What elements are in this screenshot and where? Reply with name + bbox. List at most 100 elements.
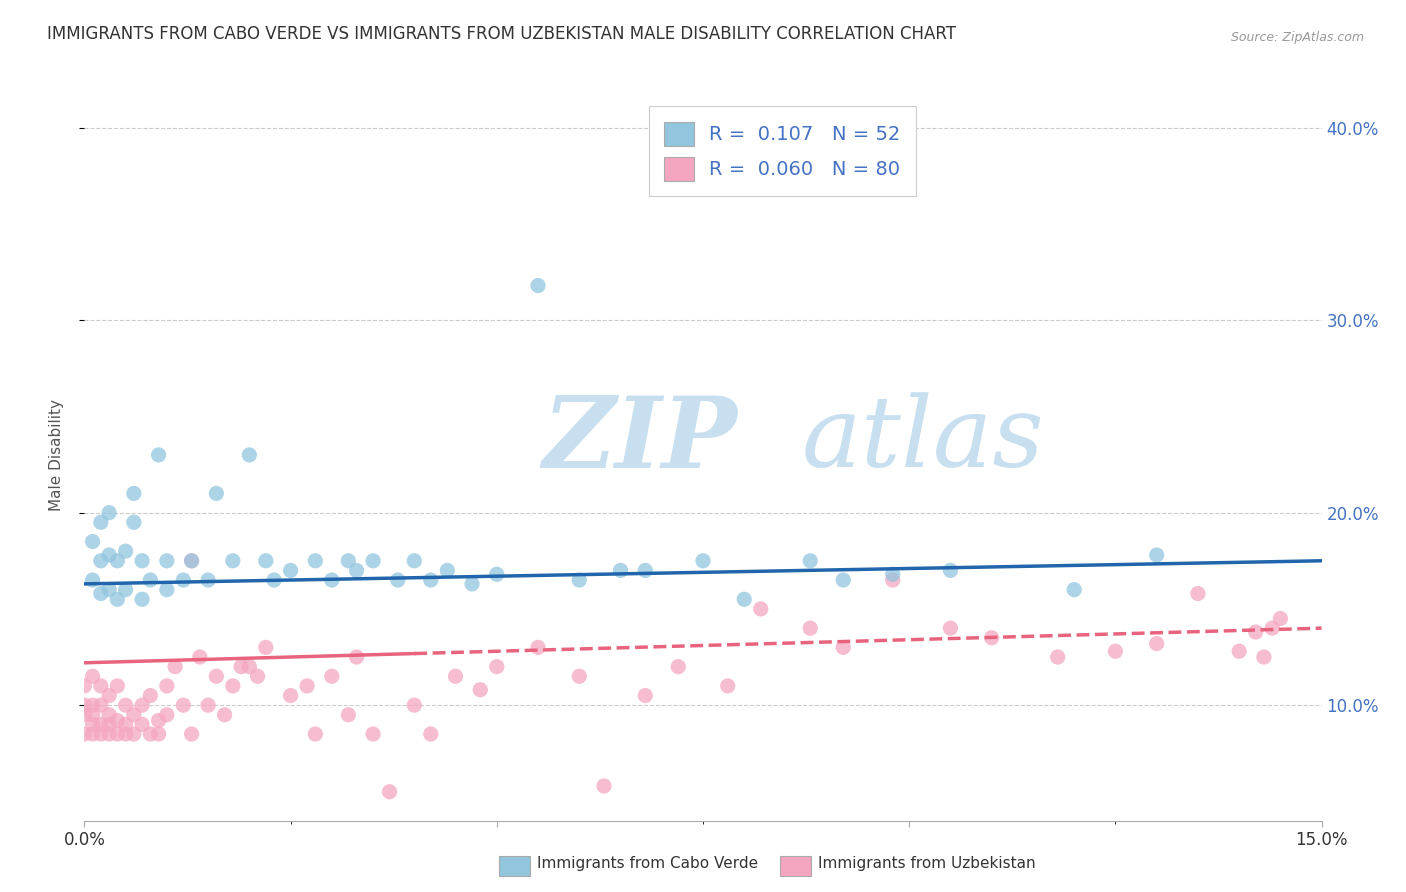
Point	[485, 567, 508, 582]
Point	[799, 621, 821, 635]
Point	[387, 573, 409, 587]
Point	[139, 727, 162, 741]
Point	[131, 592, 153, 607]
Point	[939, 563, 962, 577]
Point	[205, 669, 228, 683]
Point	[172, 573, 194, 587]
Point	[114, 727, 136, 741]
Text: atlas: atlas	[801, 392, 1045, 488]
Point	[90, 516, 112, 530]
Legend: R =  0.107   N = 52, R =  0.060   N = 80: R = 0.107 N = 52, R = 0.060 N = 80	[648, 106, 915, 196]
Point	[1244, 625, 1267, 640]
Point	[361, 727, 384, 741]
Point	[105, 679, 128, 693]
Point	[404, 554, 426, 568]
Point	[105, 554, 128, 568]
Point	[378, 785, 401, 799]
Point	[156, 679, 179, 693]
Point	[180, 554, 202, 568]
Point	[832, 640, 855, 655]
Point	[73, 707, 96, 722]
Point	[485, 659, 508, 673]
Point	[82, 717, 104, 731]
Point	[156, 554, 179, 568]
Point	[156, 582, 179, 597]
Point	[436, 563, 458, 577]
Point	[1146, 548, 1168, 562]
Point	[172, 698, 194, 713]
Point	[1063, 582, 1085, 597]
Point	[419, 727, 441, 741]
Point	[980, 631, 1002, 645]
Point	[82, 727, 104, 741]
Point	[1270, 611, 1292, 625]
Point	[568, 669, 591, 683]
Point	[939, 621, 962, 635]
Point	[148, 448, 170, 462]
Point	[254, 554, 277, 568]
Point	[114, 698, 136, 713]
Point	[90, 554, 112, 568]
Point	[139, 689, 162, 703]
Text: Immigrants from Uzbekistan: Immigrants from Uzbekistan	[818, 856, 1036, 871]
Point	[692, 554, 714, 568]
Point	[188, 650, 211, 665]
Point	[82, 573, 104, 587]
Point	[470, 682, 492, 697]
Y-axis label: Male Disability: Male Disability	[49, 399, 63, 511]
Point	[733, 592, 755, 607]
Point	[122, 707, 145, 722]
Point	[882, 567, 904, 582]
Point	[749, 602, 772, 616]
Point	[165, 659, 187, 673]
Point	[98, 727, 121, 741]
Point	[82, 534, 104, 549]
Point	[105, 714, 128, 728]
Point	[114, 544, 136, 558]
Text: ZIP: ZIP	[543, 392, 737, 489]
Point	[90, 717, 112, 731]
Point	[156, 707, 179, 722]
Point	[98, 689, 121, 703]
Point	[98, 548, 121, 562]
Point	[114, 582, 136, 597]
Point	[1187, 586, 1209, 600]
Point	[222, 679, 245, 693]
Point	[205, 486, 228, 500]
Point	[246, 669, 269, 683]
Point	[568, 573, 591, 587]
Point	[148, 727, 170, 741]
Point	[131, 554, 153, 568]
Point	[346, 563, 368, 577]
Point	[73, 679, 96, 693]
Point	[90, 727, 112, 741]
Point	[98, 506, 121, 520]
Point	[122, 486, 145, 500]
Point	[1253, 650, 1275, 665]
Point	[73, 727, 96, 741]
Point	[444, 669, 467, 683]
Point	[280, 563, 302, 577]
Point	[634, 689, 657, 703]
Point	[131, 717, 153, 731]
Point	[82, 707, 104, 722]
Point	[634, 563, 657, 577]
Point	[280, 689, 302, 703]
Point	[461, 577, 484, 591]
Point	[180, 727, 202, 741]
Point	[73, 698, 96, 713]
Point	[527, 640, 550, 655]
Point	[82, 698, 104, 713]
Point	[1261, 621, 1284, 635]
Point	[90, 586, 112, 600]
Point	[98, 717, 121, 731]
Point	[222, 554, 245, 568]
Point	[419, 573, 441, 587]
Point	[263, 573, 285, 587]
Point	[882, 573, 904, 587]
Point	[527, 278, 550, 293]
Point	[304, 554, 326, 568]
Point	[321, 669, 343, 683]
Point	[254, 640, 277, 655]
Point	[105, 727, 128, 741]
